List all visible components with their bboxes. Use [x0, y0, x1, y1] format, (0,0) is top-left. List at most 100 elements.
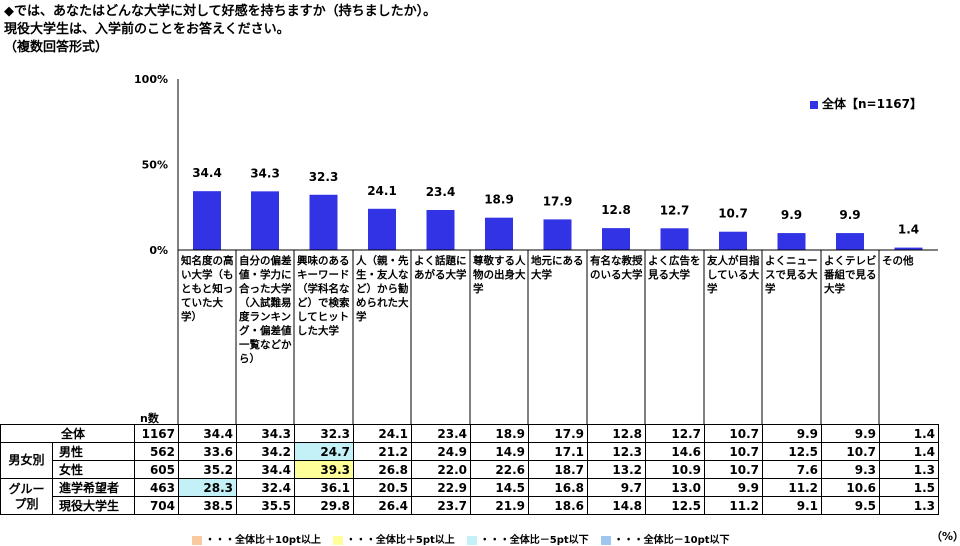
- unit-note: （%）: [931, 530, 960, 543]
- bar-value-label: 34.4: [192, 166, 222, 180]
- bar-value-label: 34.3: [250, 166, 280, 180]
- table-cell: 12.5: [762, 442, 822, 461]
- bar: [602, 228, 630, 250]
- table-cell: 32.4: [236, 478, 295, 497]
- table-cell: 26.4: [353, 496, 412, 515]
- table-row: 男女別 男性 562 33.6 34.2 24.7 21.2 24.9 14.9 17.1 12.3…: [0, 442, 939, 479]
- group-label: グループ別: [0, 478, 53, 515]
- table-cell: 29.8: [294, 496, 354, 515]
- table-cell: 17.9: [528, 424, 588, 443]
- bar-value-label: 32.3: [309, 170, 339, 184]
- n-count: 562: [134, 442, 179, 461]
- table-cell: 1.4: [879, 442, 939, 461]
- bar: [251, 191, 279, 250]
- table-cell: 9.9: [762, 424, 822, 443]
- bar: [368, 208, 396, 250]
- highlight-key: ・・・全体比＋10pt以上 ・・・全体比＋5pt以上 ・・・全体比－5pt以下 ・・・…: [192, 531, 742, 546]
- bar: [660, 228, 689, 250]
- table-cell: 1.4: [879, 424, 939, 443]
- row-label: 現役大学生: [52, 496, 135, 515]
- highlight-key-item: ・・・全体比＋10pt以上: [192, 535, 321, 546]
- bar-value-label: 23.4: [426, 185, 456, 199]
- highlight-key-item: ・・・全体比－10pt以下: [600, 535, 730, 546]
- bar: [719, 231, 747, 250]
- table-cell: 1.5: [879, 478, 939, 497]
- category-label: 友人が目指している大学: [707, 255, 760, 295]
- table-cell: 14.6: [645, 442, 705, 461]
- table-cell: 22.0: [411, 460, 471, 479]
- table-cell: 26.8: [353, 460, 412, 479]
- category-label: 地元にある大学: [531, 255, 584, 281]
- table-cell: 9.3: [821, 460, 880, 479]
- table-cell: 12.3: [587, 442, 646, 461]
- table-cell: 14.5: [470, 478, 529, 497]
- table-cell: 16.8: [528, 478, 588, 497]
- legend-swatch: [810, 100, 818, 109]
- table-row: 全体 1167 34.4 34.3 32.3 24.1 23.4 18.9 17.9 12.8 12…: [0, 424, 939, 443]
- table-cell: 23.4: [411, 424, 471, 443]
- category-label: 尊敬する人物の出身大学: [473, 255, 526, 295]
- table-cell: 23.7: [411, 496, 471, 515]
- bar: [894, 247, 923, 250]
- table-cell: 12.5: [645, 496, 705, 515]
- table-cell: 1.3: [879, 496, 939, 515]
- category-label: よくテレビ番組で見る大学: [824, 255, 877, 295]
- table-cell: 13.0: [645, 478, 705, 497]
- table-cell: 9.5: [821, 496, 880, 515]
- table-cell: 34.2: [236, 442, 295, 461]
- highlight-key-item: ・・・全体比－5pt以下: [466, 535, 589, 546]
- table-cell: 7.6: [762, 460, 822, 479]
- row-label: 女性: [52, 460, 135, 479]
- row-label: 男性: [52, 442, 135, 461]
- n-count: 463: [134, 478, 179, 497]
- question-subtext: 現役大学生は、入学前のことをお答えください。: [4, 22, 290, 37]
- table-cell: 38.5: [178, 496, 237, 515]
- table-cell: 14.9: [470, 442, 529, 461]
- table-cell: 39.3: [294, 460, 354, 479]
- table-cell: 35.2: [178, 460, 237, 479]
- n-count: 1167: [134, 424, 179, 443]
- table-cell: 10.9: [645, 460, 705, 479]
- table-cell: 11.2: [704, 496, 763, 515]
- highlight-swatch: [600, 535, 611, 545]
- category-label: よく話題にあがる大学: [414, 255, 467, 281]
- bar: [777, 233, 806, 250]
- category-label: よく広告を見る大学: [648, 255, 701, 281]
- bar: [426, 209, 455, 250]
- table-cell: 11.2: [762, 478, 822, 497]
- table-cell: 22.6: [470, 460, 529, 479]
- bar-value-label: 12.7: [660, 203, 690, 217]
- table-cell: 9.9: [821, 424, 880, 443]
- bar-chart: 100% 50% 0% 34.4 34.3 32.3 24.1 23.4 18.9 17.9 12.…: [134, 73, 938, 424]
- highlight-swatch: [466, 535, 477, 545]
- table-cell: 10.6: [821, 478, 880, 497]
- y-tick-label: 50%: [142, 159, 168, 172]
- table-cell: 9.7: [587, 478, 646, 497]
- bar: [193, 191, 221, 250]
- highlight-swatch: [192, 535, 202, 545]
- table-cell: 36.1: [294, 478, 354, 497]
- table-cell: 32.3: [294, 424, 354, 443]
- bar-value-label: 9.9: [781, 208, 802, 222]
- highlight-key-item: ・・・全体比＋5pt以上: [332, 535, 455, 546]
- category-label: 自分の偏差値・学力に合った大学（入試難易度ランキング・偏差値一覧などから）: [239, 255, 292, 365]
- legend: 全体【n=1167】: [810, 95, 922, 112]
- category-label: 人（親・先生・友人など）から勧められた大学: [356, 255, 409, 323]
- table-row: 女性 605 35.2 34.4 39.3 26.8 22.0 22.6 18.7 13.2 10.…: [1, 460, 939, 479]
- highlight-key-label: ・・・全体比－10pt以下: [613, 535, 730, 546]
- table-cell: 18.6: [528, 496, 588, 515]
- bar-value-label: 1.4: [898, 223, 919, 237]
- table-cell: 20.5: [353, 478, 412, 497]
- table-cell: 34.4: [178, 424, 237, 443]
- y-tick-label: 100%: [134, 73, 168, 86]
- bar-value-label: 17.9: [543, 194, 573, 208]
- group-label: 男女別: [0, 442, 53, 479]
- table-cell: 35.5: [236, 496, 295, 515]
- table-cell: 14.8: [587, 496, 646, 515]
- n-count: 704: [134, 496, 179, 515]
- table-cell: 10.7: [704, 424, 763, 443]
- bar-value-label: 24.1: [367, 184, 397, 198]
- category-label: その他: [882, 255, 914, 267]
- highlight-key-label: ・・・全体比－5pt以下: [479, 535, 589, 546]
- question-format: （複数回答形式）: [4, 40, 109, 55]
